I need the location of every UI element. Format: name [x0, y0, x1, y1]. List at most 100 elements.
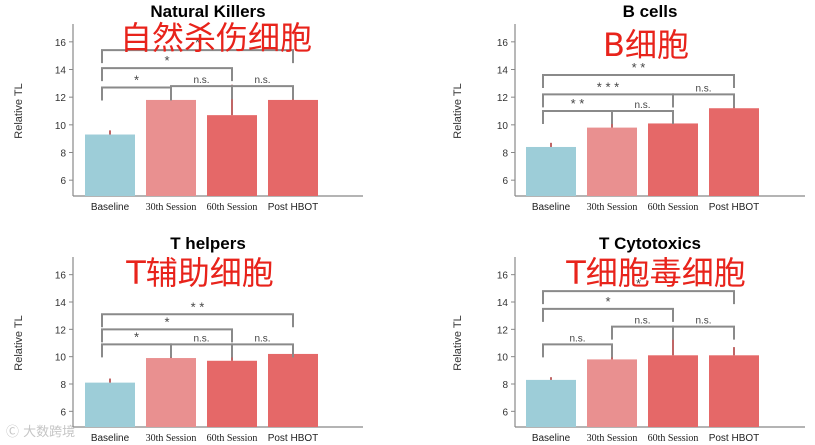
- significance-label: *: [164, 53, 169, 68]
- watermark: Ⓒ 大数跨境: [6, 425, 76, 440]
- significance-label: n.s.: [193, 333, 209, 344]
- significance-label: *: [195, 35, 200, 50]
- y-tick-label: 14: [55, 298, 67, 309]
- bar: [268, 353, 318, 427]
- significance-bracket: [672, 325, 735, 340]
- significance-bracket: [101, 343, 172, 358]
- x-tick-label: 60th Session: [207, 433, 258, 444]
- chart-title: B cells: [623, 2, 678, 21]
- significance-bracket: [170, 343, 233, 358]
- x-tick-label: Baseline: [91, 433, 130, 444]
- y-tick-label: 10: [497, 121, 509, 132]
- chart-subtitle-chinese: T细胞毒细胞: [565, 254, 746, 292]
- x-tick-label: 30th Session: [146, 433, 197, 444]
- bar: [587, 127, 637, 196]
- x-tick-label: 30th Session: [146, 202, 197, 213]
- y-axis-label: Relative TL: [13, 315, 25, 370]
- y-tick-label: 16: [55, 38, 67, 49]
- bar: [85, 134, 135, 196]
- bar: [526, 146, 576, 196]
- chart-panel-1: Natural Killers 6 8 10 12 14 16 Relative TL Base…: [13, 2, 363, 213]
- y-tick-label: 16: [55, 271, 67, 282]
- chart-title: Natural Killers: [150, 2, 265, 21]
- significance-bracket: [101, 49, 294, 64]
- chart-subtitle-chinese: 自然杀伤细胞: [120, 19, 312, 57]
- x-tick-label: Baseline: [532, 202, 571, 213]
- significance-bracket: [101, 86, 172, 101]
- y-tick-label: 12: [497, 325, 509, 336]
- y-tick-label: 10: [55, 121, 67, 132]
- y-axis-label: Relative TL: [452, 83, 464, 138]
- bar: [526, 379, 576, 427]
- y-tick-label: 10: [55, 353, 67, 364]
- significance-label: *: [605, 294, 610, 309]
- y-tick-label: 8: [502, 149, 508, 160]
- x-tick-label: Post HBOT: [268, 202, 319, 213]
- significance-bracket: [611, 110, 674, 124]
- significance-bracket: [101, 67, 233, 82]
- significance-label: n.s.: [254, 333, 270, 344]
- significance-bracket: [542, 93, 674, 108]
- y-tick-label: 12: [55, 325, 67, 336]
- x-tick-label: Baseline: [91, 202, 130, 213]
- y-axis-label: Relative TL: [13, 83, 25, 138]
- significance-bracket: [542, 74, 735, 89]
- y-tick-label: 16: [497, 38, 509, 49]
- chart-title: T helpers: [170, 234, 246, 253]
- y-tick-label: 6: [502, 176, 508, 187]
- y-tick-label: 8: [60, 149, 66, 160]
- bar: [587, 359, 637, 427]
- chart-panel-3: T helpers 6 8 10 12 14 16 Relative TL Baseline 30…: [13, 234, 363, 444]
- significance-bracket: [542, 307, 674, 322]
- chart-subtitle-chinese: T辅助细胞: [125, 254, 274, 292]
- chart-panel-2: B cells 6 8 10 12 14 16 Relative TL Baseline 30th…: [452, 2, 805, 213]
- y-tick-label: 6: [60, 176, 66, 187]
- significance-label: n.s.: [569, 333, 585, 344]
- x-tick-label: 30th Session: [587, 202, 638, 213]
- significance-bracket: [170, 85, 233, 100]
- bar: [146, 358, 196, 427]
- bar: [146, 99, 196, 196]
- significance-bracket: [542, 110, 613, 124]
- bar: [85, 382, 135, 427]
- y-tick-label: 14: [497, 66, 509, 77]
- x-tick-label: 60th Session: [207, 202, 258, 213]
- significance-bracket: [101, 328, 233, 343]
- y-tick-label: 10: [497, 353, 509, 364]
- x-tick-label: Baseline: [532, 433, 571, 444]
- significance-bracket: [101, 313, 294, 328]
- y-tick-label: 6: [60, 407, 66, 418]
- y-tick-label: 12: [497, 93, 509, 104]
- significance-label: * *: [571, 96, 585, 111]
- y-tick-label: 14: [497, 298, 509, 309]
- chart-panel-4: T Cytotoxics 6 8 10 12 14 16 Relative TL Baselin…: [452, 234, 805, 444]
- significance-label: *: [134, 329, 139, 344]
- significance-label: n.s.: [695, 316, 711, 327]
- significance-label: n.s.: [254, 75, 270, 86]
- x-tick-label: 60th Session: [648, 202, 699, 213]
- y-axis-label: Relative TL: [452, 315, 464, 370]
- y-tick-label: 12: [55, 93, 67, 104]
- significance-label: * * *: [597, 79, 619, 94]
- significance-label: * *: [632, 60, 646, 75]
- y-tick-label: 8: [60, 380, 66, 391]
- significance-bracket: [542, 290, 735, 305]
- significance-bracket: [231, 343, 294, 358]
- significance-bracket: [611, 325, 674, 340]
- significance-label: * *: [191, 299, 205, 314]
- x-tick-label: 60th Session: [648, 433, 699, 444]
- significance-label: *: [164, 314, 169, 329]
- x-tick-label: Post HBOT: [709, 433, 760, 444]
- significance-bracket: [542, 343, 613, 358]
- chart-subtitle-chinese: B细胞: [603, 26, 689, 64]
- significance-label: n.s.: [695, 83, 711, 94]
- significance-label: n.s.: [634, 316, 650, 327]
- x-tick-label: 30th Session: [587, 433, 638, 444]
- significance-bracket: [231, 85, 294, 100]
- x-tick-label: Post HBOT: [709, 202, 760, 213]
- x-tick-label: Post HBOT: [268, 433, 319, 444]
- bar: [709, 355, 759, 427]
- y-tick-label: 6: [502, 407, 508, 418]
- bar: [268, 99, 318, 196]
